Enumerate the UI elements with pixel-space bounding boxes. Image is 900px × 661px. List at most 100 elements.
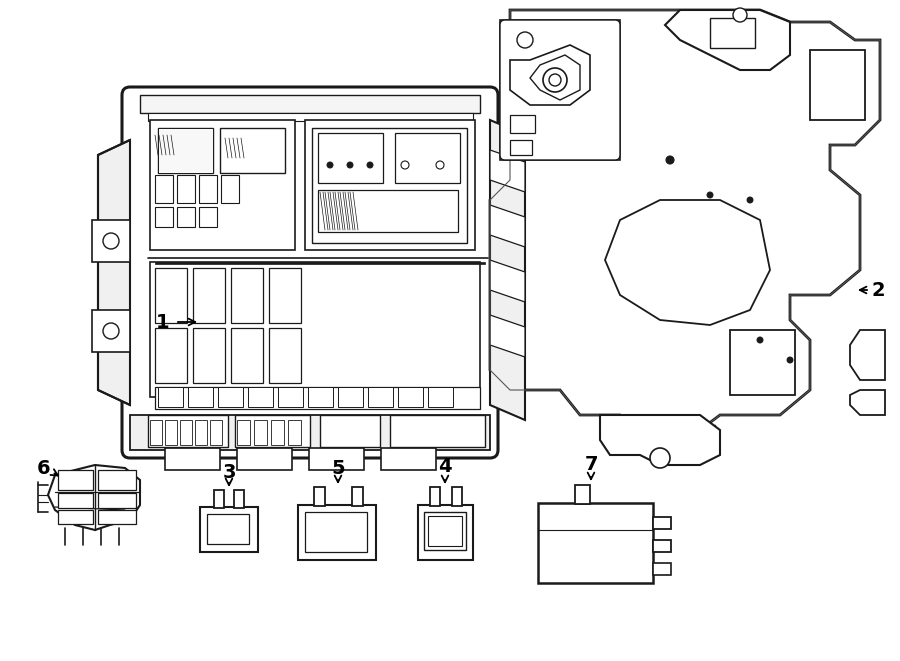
Bar	[248, 387, 273, 407]
Polygon shape	[665, 10, 790, 70]
Circle shape	[543, 68, 567, 92]
Bar	[653, 563, 671, 575]
Polygon shape	[530, 55, 580, 100]
Polygon shape	[130, 415, 490, 450]
Bar	[148, 415, 228, 447]
Bar	[158, 387, 183, 407]
Polygon shape	[850, 390, 885, 415]
Bar	[368, 387, 393, 407]
Bar	[235, 415, 310, 447]
Bar	[155, 207, 173, 227]
Circle shape	[787, 357, 793, 363]
Bar	[155, 262, 485, 264]
Bar	[150, 420, 162, 445]
Bar	[710, 18, 755, 48]
Circle shape	[401, 161, 409, 169]
Bar	[288, 420, 301, 445]
Bar	[193, 328, 225, 383]
Bar	[653, 540, 671, 552]
Bar	[395, 133, 460, 183]
Bar	[218, 387, 243, 407]
Bar	[538, 503, 653, 583]
Bar	[155, 328, 187, 383]
Circle shape	[103, 233, 119, 249]
Bar	[510, 140, 532, 155]
Circle shape	[436, 161, 444, 169]
Text: 6: 6	[37, 459, 50, 477]
Text: 7: 7	[584, 455, 598, 473]
Bar	[180, 420, 192, 445]
Polygon shape	[605, 200, 770, 325]
Polygon shape	[490, 10, 880, 430]
Polygon shape	[490, 150, 525, 192]
Bar	[98, 510, 136, 524]
Bar	[58, 470, 93, 490]
Circle shape	[549, 74, 561, 86]
Circle shape	[747, 197, 753, 203]
Polygon shape	[490, 120, 525, 420]
Bar	[338, 387, 363, 407]
Bar	[177, 207, 195, 227]
Bar	[58, 510, 93, 524]
Polygon shape	[490, 315, 525, 357]
Bar	[309, 448, 364, 470]
Bar	[98, 493, 136, 508]
Bar	[98, 470, 136, 490]
Polygon shape	[850, 330, 885, 380]
Bar	[381, 448, 436, 470]
Bar	[150, 120, 295, 250]
Bar	[510, 115, 535, 133]
Bar	[92, 310, 130, 352]
Bar	[155, 387, 480, 409]
Bar	[165, 448, 220, 470]
Bar	[140, 95, 480, 113]
Bar	[314, 487, 325, 506]
Bar	[398, 387, 423, 407]
FancyBboxPatch shape	[122, 87, 498, 458]
Bar	[188, 387, 213, 407]
Bar	[352, 487, 363, 506]
Bar	[430, 487, 440, 506]
Circle shape	[666, 156, 674, 164]
Text: 3: 3	[222, 463, 236, 481]
Circle shape	[757, 337, 763, 343]
Bar	[165, 420, 177, 445]
Bar	[318, 133, 383, 183]
Bar	[207, 514, 249, 544]
Text: 4: 4	[438, 457, 452, 477]
Bar	[200, 507, 258, 552]
Circle shape	[517, 32, 533, 48]
Bar	[231, 328, 263, 383]
Bar	[318, 190, 458, 232]
Bar	[231, 268, 263, 323]
Bar	[269, 328, 301, 383]
Bar	[278, 387, 303, 407]
Bar	[308, 387, 333, 407]
Bar	[500, 20, 620, 160]
Bar	[653, 517, 671, 529]
Bar	[418, 505, 473, 560]
Bar	[452, 487, 462, 506]
Polygon shape	[98, 140, 130, 405]
Bar	[155, 268, 187, 323]
Bar	[428, 516, 462, 546]
Bar	[195, 420, 207, 445]
Bar	[221, 175, 239, 203]
Text: 5: 5	[331, 459, 345, 477]
Polygon shape	[48, 465, 140, 530]
Bar	[305, 512, 367, 552]
Bar	[214, 490, 224, 508]
Circle shape	[327, 162, 333, 168]
Bar	[158, 128, 213, 173]
Bar	[390, 415, 485, 447]
Bar	[320, 415, 380, 447]
Bar	[193, 268, 225, 323]
Bar	[254, 420, 267, 445]
Bar	[269, 268, 301, 323]
Bar	[210, 420, 222, 445]
Polygon shape	[490, 205, 525, 247]
FancyBboxPatch shape	[500, 20, 620, 160]
Bar	[199, 207, 217, 227]
Bar	[150, 262, 480, 397]
Bar	[92, 220, 130, 262]
